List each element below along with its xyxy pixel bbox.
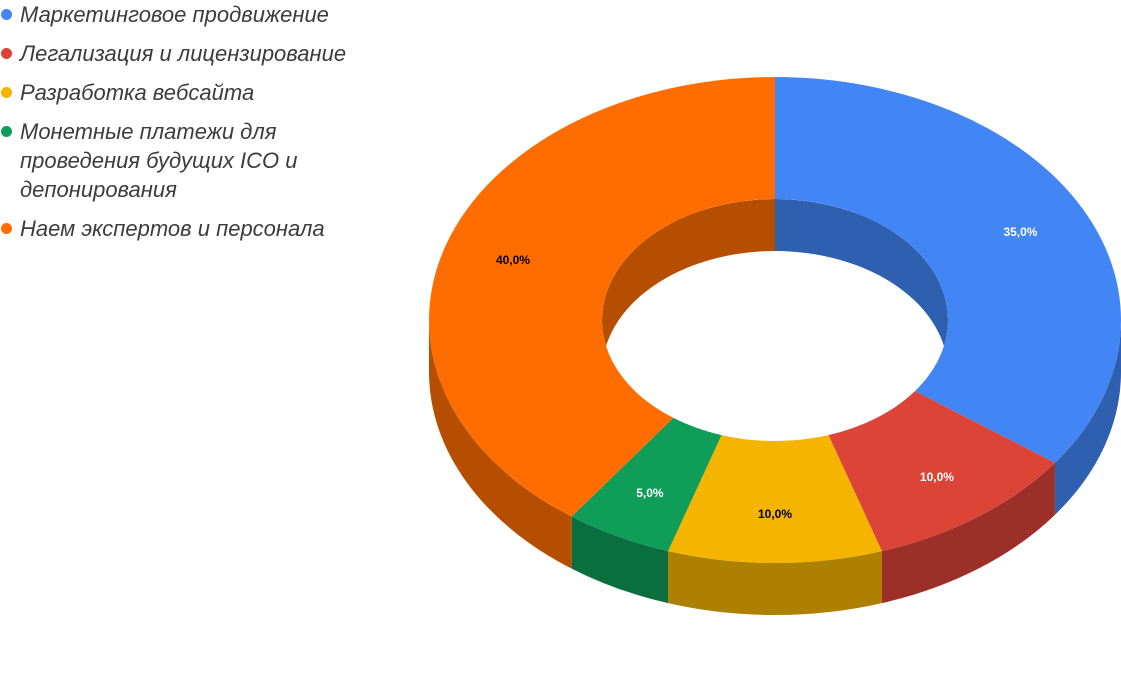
data-label-0: 35,0% — [1003, 225, 1037, 239]
slice-top-4[interactable] — [429, 77, 775, 517]
slice-side-1 — [881, 462, 1055, 604]
legend-label: Разработка вебсайта — [20, 80, 255, 105]
donut-inner-walls — [602, 199, 948, 372]
legend-label: Наем экспертов и персонала — [20, 216, 325, 241]
donut-sides — [429, 320, 1121, 616]
legend-label: Маркетинговое продвижение — [20, 2, 329, 27]
data-label-2: 10,0% — [758, 507, 792, 521]
slice-side-2 — [668, 551, 882, 616]
data-label-4: 40,0% — [496, 253, 530, 267]
legend-swatch — [1, 87, 12, 98]
slice-top-2[interactable] — [668, 435, 882, 564]
legend-swatch — [1, 9, 12, 20]
slice-side-4 — [429, 320, 572, 569]
slice-inner-wall-0-0 — [775, 199, 948, 372]
slice-inner-wall-4-0 — [602, 199, 775, 372]
legend-label: Монетные платежи для проведения будущих … — [20, 119, 298, 202]
legend-swatch — [1, 223, 12, 234]
slice-side-3 — [571, 516, 669, 604]
donut-slices — [429, 77, 1121, 564]
legend-swatch — [1, 48, 12, 59]
data-label-1: 10,0% — [920, 470, 954, 484]
data-labels: 35,0% 10,0% 10,0% 5,0% 40,0% — [496, 225, 1038, 521]
slice-top-3[interactable] — [571, 417, 722, 552]
legend-label: Легализация и лицензирование — [20, 41, 347, 66]
slice-side-0 — [1054, 320, 1121, 515]
slice-top-1[interactable] — [828, 391, 1055, 552]
legend-swatch — [1, 126, 12, 137]
data-label-3: 5,0% — [636, 486, 664, 500]
slice-top-0[interactable] — [775, 77, 1121, 463]
